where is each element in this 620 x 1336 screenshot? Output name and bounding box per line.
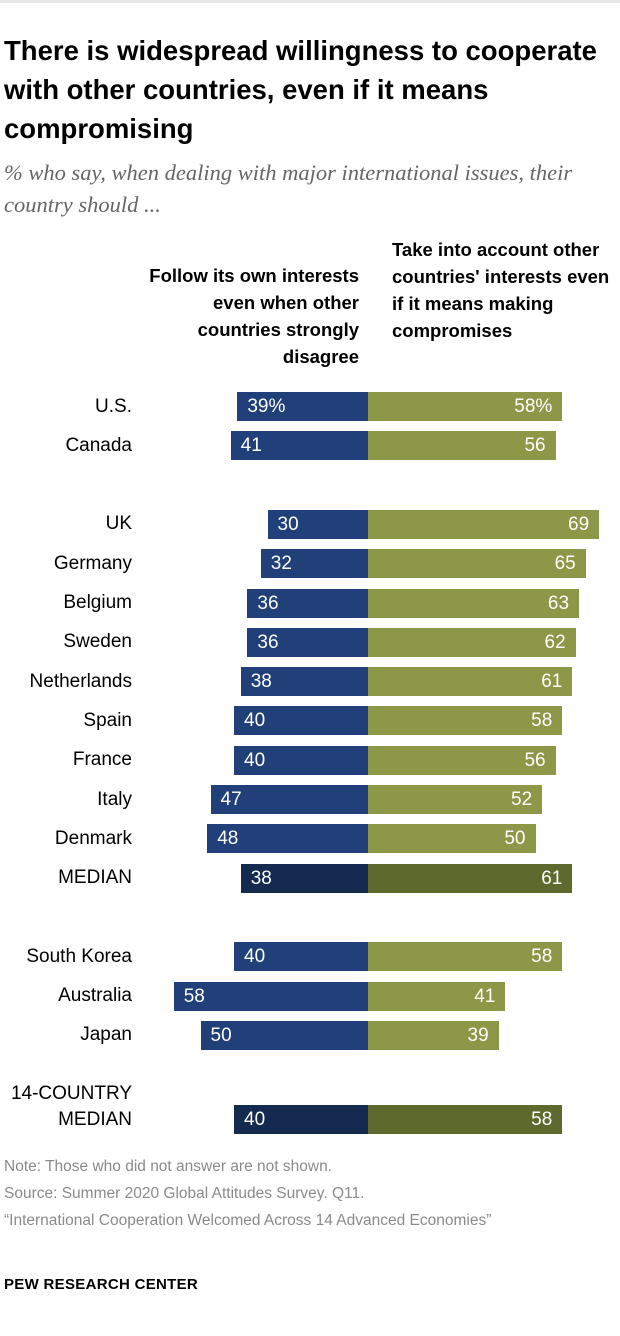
value-own-interests-uk: 30 bbox=[277, 513, 299, 535]
bar-compromise-u-s bbox=[368, 392, 563, 421]
value-compromise-netherlands: 61 bbox=[541, 671, 563, 693]
value-own-interests-italy: 47 bbox=[220, 789, 242, 810]
bar-compromise-australia bbox=[368, 981, 506, 1011]
bar-compromise-germany bbox=[368, 549, 586, 579]
value-compromise-spain: 58 bbox=[531, 710, 553, 732]
bar-own-interests-belgium bbox=[247, 588, 368, 618]
category-label-australia: Australia bbox=[58, 985, 132, 1006]
bar-own-interests-sweden bbox=[247, 627, 368, 657]
bar-compromise-italy bbox=[368, 785, 543, 814]
value-compromise-japan: 39 bbox=[467, 1024, 489, 1046]
value-compromise-median: 61 bbox=[541, 867, 563, 889]
category-label-germany: Germany bbox=[53, 552, 132, 574]
bar-own-interests-netherlands bbox=[240, 667, 368, 697]
legend-own-interests: Follow its own interests even when other… bbox=[149, 265, 359, 367]
footer-report-title: “International Cooperation Welcomed Acro… bbox=[4, 1212, 492, 1229]
category-label-canada: Canada bbox=[65, 434, 132, 456]
bar-own-interests-italy bbox=[210, 785, 368, 814]
bar-compromise-netherlands bbox=[368, 667, 573, 697]
bar-own-interests-canada bbox=[230, 431, 368, 461]
bar-own-interests-u-s bbox=[237, 392, 368, 421]
bar-own-interests-uk bbox=[267, 509, 368, 539]
bar-compromise-uk bbox=[368, 509, 600, 539]
footer-note: Note: Those who did not answer are not s… bbox=[4, 1158, 332, 1175]
bar-compromise-france bbox=[368, 745, 556, 775]
bar-own-interests-japan bbox=[200, 1020, 368, 1050]
category-label-belgium: Belgium bbox=[63, 592, 132, 613]
bar-own-interests-spain bbox=[234, 706, 368, 736]
value-own-interests-denmark: 48 bbox=[217, 828, 239, 850]
bar-own-interests-median bbox=[240, 863, 368, 893]
value-own-interests-netherlands: 38 bbox=[250, 671, 272, 693]
category-label-spain: Spain bbox=[83, 709, 132, 731]
value-own-interests-australia: 58 bbox=[183, 985, 205, 1007]
category-label-netherlands: Netherlands bbox=[29, 670, 132, 692]
chart-title: There is widespread willingness to coope… bbox=[4, 35, 597, 144]
bar-compromise-south-korea bbox=[368, 942, 563, 972]
value-compromise-uk: 69 bbox=[568, 513, 590, 535]
bar-compromise-canada bbox=[368, 431, 556, 461]
bar-compromise-sweden bbox=[368, 627, 576, 657]
category-label-japan: Japan bbox=[80, 1024, 132, 1046]
value-compromise-canada: 56 bbox=[524, 435, 546, 457]
category-label-south-korea: South Korea bbox=[26, 945, 132, 967]
value-own-interests-belgium: 36 bbox=[257, 592, 279, 614]
category-label-uk: UK bbox=[105, 513, 132, 535]
chart-subtitle: % who say, when dealing with major inter… bbox=[4, 160, 573, 217]
value-own-interests-14-country-median: 40 bbox=[244, 1109, 266, 1131]
category-label-median: MEDIAN bbox=[58, 867, 132, 889]
category-label-14-country-median: 14-COUNTRY MEDIAN bbox=[10, 1083, 132, 1131]
pew-research-logo: PEW RESEARCH CENTER bbox=[4, 1276, 199, 1293]
bar-compromise-14-country-median bbox=[368, 1105, 563, 1135]
bar-own-interests-south-korea bbox=[234, 942, 368, 972]
value-own-interests-japan: 50 bbox=[210, 1024, 232, 1046]
category-label-france: France bbox=[72, 749, 132, 771]
bar-own-interests-14-country-median bbox=[234, 1105, 368, 1135]
value-compromise-germany: 65 bbox=[554, 553, 576, 575]
value-compromise-south-korea: 58 bbox=[531, 946, 553, 968]
value-compromise-france: 56 bbox=[524, 749, 546, 771]
value-own-interests-median: 38 bbox=[250, 867, 272, 889]
footer-source: Source: Summer 2020 Global Attitudes Sur… bbox=[4, 1185, 365, 1202]
value-own-interests-u-s: 39% bbox=[247, 396, 286, 417]
value-own-interests-south-korea: 40 bbox=[244, 946, 266, 968]
category-label-denmark: Denmark bbox=[54, 827, 132, 849]
category-label-sweden: Sweden bbox=[63, 631, 132, 653]
bar-compromise-denmark bbox=[368, 824, 536, 854]
bar-own-interests-germany bbox=[260, 549, 368, 579]
value-compromise-italy: 52 bbox=[511, 789, 533, 810]
top-rule bbox=[0, 0, 620, 3]
value-own-interests-canada: 41 bbox=[240, 435, 262, 457]
bar-compromise-spain bbox=[368, 706, 563, 736]
value-compromise-belgium: 63 bbox=[547, 592, 570, 614]
bar-compromise-median bbox=[368, 863, 573, 893]
legend-compromise: Take into account other countries' inter… bbox=[392, 239, 610, 341]
value-compromise-u-s: 58% bbox=[514, 396, 553, 417]
value-own-interests-france: 40 bbox=[244, 749, 266, 771]
bar-own-interests-denmark bbox=[207, 824, 368, 854]
value-own-interests-spain: 40 bbox=[244, 710, 266, 732]
value-compromise-sweden: 62 bbox=[544, 631, 566, 653]
value-compromise-australia: 41 bbox=[474, 985, 496, 1007]
bar-compromise-belgium bbox=[368, 588, 580, 618]
bar-compromise-japan bbox=[368, 1020, 499, 1050]
value-own-interests-sweden: 36 bbox=[257, 631, 279, 653]
bar-own-interests-france bbox=[234, 745, 368, 775]
value-own-interests-germany: 32 bbox=[270, 553, 292, 575]
category-label-italy: Italy bbox=[97, 788, 132, 810]
bar-own-interests-australia bbox=[173, 981, 368, 1011]
category-label-u-s: U.S. bbox=[95, 395, 132, 417]
value-compromise-14-country-median: 58 bbox=[531, 1109, 553, 1131]
value-compromise-denmark: 50 bbox=[504, 828, 526, 850]
